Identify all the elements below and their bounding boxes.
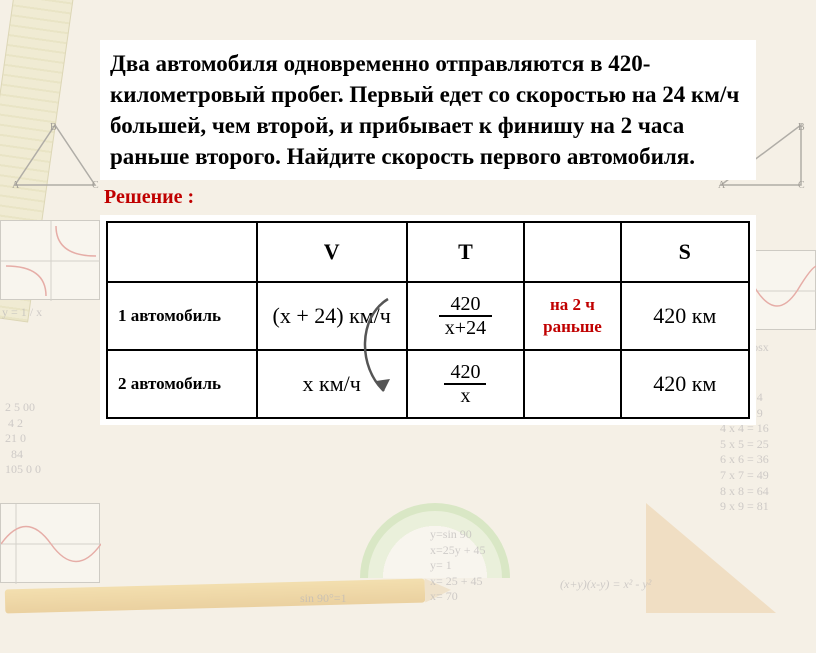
row2-label: 2 автомобиль xyxy=(107,350,257,418)
sin90-label: sin 90°=1 xyxy=(300,591,347,607)
frac2-den: x xyxy=(444,385,486,407)
header-s: S xyxy=(621,222,749,282)
slide-content: Два автомобиля одновременно отправляются… xyxy=(0,0,816,445)
solution-label: Решение : xyxy=(104,186,756,209)
note-line1: на 2 ч xyxy=(550,295,595,314)
row2-time: 420 x xyxy=(407,350,525,418)
frac1-den: x+24 xyxy=(439,317,492,339)
row1-velocity: (х + 24) км/ч xyxy=(257,282,407,350)
table-row: 2 автомобиль х км/ч 420 x 420 км xyxy=(107,350,749,418)
setsquare-icon xyxy=(646,503,776,613)
header-v: V xyxy=(257,222,407,282)
row2-note xyxy=(524,350,620,418)
xy-formula: (x+y)(x-y) = x² - y² xyxy=(560,577,651,593)
row1-distance: 420 км xyxy=(621,282,749,350)
fraction-1: 420 x+24 xyxy=(439,293,492,339)
row1-label: 1 автомобиль xyxy=(107,282,257,350)
frac1-num: 420 xyxy=(439,293,492,317)
header-note xyxy=(524,222,620,282)
solution-table-wrap: V T S 1 автомобиль (х + 24) км/ч 420 x+2… xyxy=(100,215,756,425)
row2-distance: 420 км xyxy=(621,350,749,418)
math-notes-bottom: y=sin 90 x=25y + 45 y= 1 x= 25 + 45 x= 7… xyxy=(430,527,590,605)
table-row: 1 автомобиль (х + 24) км/ч 420 x+24 на 2… xyxy=(107,282,749,350)
sine-graph xyxy=(0,503,100,583)
header-blank xyxy=(107,222,257,282)
row2-velocity: х км/ч xyxy=(257,350,407,418)
header-t: T xyxy=(407,222,525,282)
frac2-num: 420 xyxy=(444,361,486,385)
row1-note: на 2 ч раньше xyxy=(524,282,620,350)
fraction-2: 420 x xyxy=(444,361,486,407)
problem-statement: Два автомобиля одновременно отправляются… xyxy=(100,40,756,180)
note-line2: раньше xyxy=(543,317,602,336)
table-header-row: V T S xyxy=(107,222,749,282)
solution-table: V T S 1 автомобиль (х + 24) км/ч 420 x+2… xyxy=(106,221,750,419)
row1-time: 420 x+24 xyxy=(407,282,525,350)
